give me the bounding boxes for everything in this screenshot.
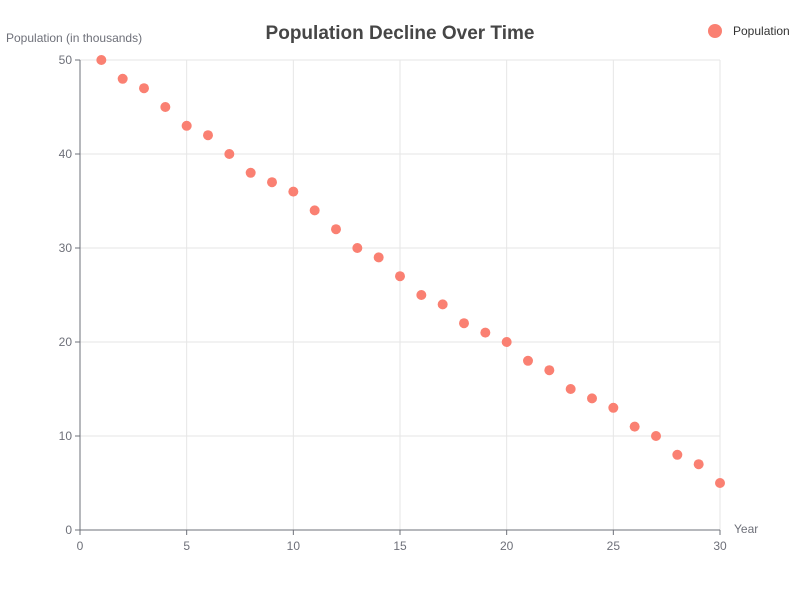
data-points [96,55,725,488]
x-tick-label: 15 [393,539,407,553]
y-tick-label: 20 [59,335,73,349]
data-point[interactable] [672,449,683,460]
data-point[interactable] [181,120,192,131]
x-tick-label: 10 [287,539,301,553]
data-point[interactable] [395,271,405,282]
x-axis-label: Year [734,522,758,536]
data-point[interactable] [331,224,341,235]
data-point[interactable] [416,290,427,300]
gridlines [80,59,721,530]
x-tick-label: 20 [500,539,514,553]
data-point[interactable] [459,318,469,329]
y-tick-label: 30 [59,241,73,255]
data-point[interactable] [715,478,725,488]
data-point[interactable] [587,393,597,404]
legend[interactable]: Population [708,24,790,38]
data-point[interactable] [501,337,512,347]
data-point[interactable] [224,149,235,159]
data-point[interactable] [117,73,128,84]
legend-label-population[interactable]: Population [733,24,790,38]
chart-title: Population Decline Over Time [266,23,535,44]
data-point[interactable] [523,355,533,366]
axes: 0 10 20 30 40 50 0 5 10 15 20 25 30 [59,53,727,553]
data-point[interactable] [139,83,149,94]
data-point[interactable] [693,459,704,470]
data-point[interactable] [437,299,448,310]
data-point[interactable] [203,130,213,141]
x-tick-label: 5 [183,539,190,553]
data-point[interactable] [96,55,107,65]
data-point[interactable] [267,177,277,188]
data-point[interactable] [608,402,619,413]
data-point[interactable] [245,167,256,178]
data-point[interactable] [352,243,363,253]
data-point[interactable] [160,102,171,112]
y-tick-label: 0 [65,523,72,537]
y-axis-label: Population (in thousands) [6,31,142,45]
y-tick-label: 40 [59,147,73,161]
x-tick-label: 25 [607,539,621,553]
data-point[interactable] [288,186,299,197]
legend-marker-population[interactable] [708,24,722,38]
y-tick-label: 10 [59,429,73,443]
data-point[interactable] [565,384,576,394]
data-point[interactable] [309,205,320,216]
y-tick-label: 50 [59,53,73,67]
data-point[interactable] [651,431,661,441]
data-point[interactable] [480,327,491,338]
data-point[interactable] [373,252,384,263]
x-tick-label: 30 [713,539,727,553]
data-point[interactable] [544,365,555,376]
x-tick-label: 0 [77,539,84,553]
data-point[interactable] [629,421,640,432]
